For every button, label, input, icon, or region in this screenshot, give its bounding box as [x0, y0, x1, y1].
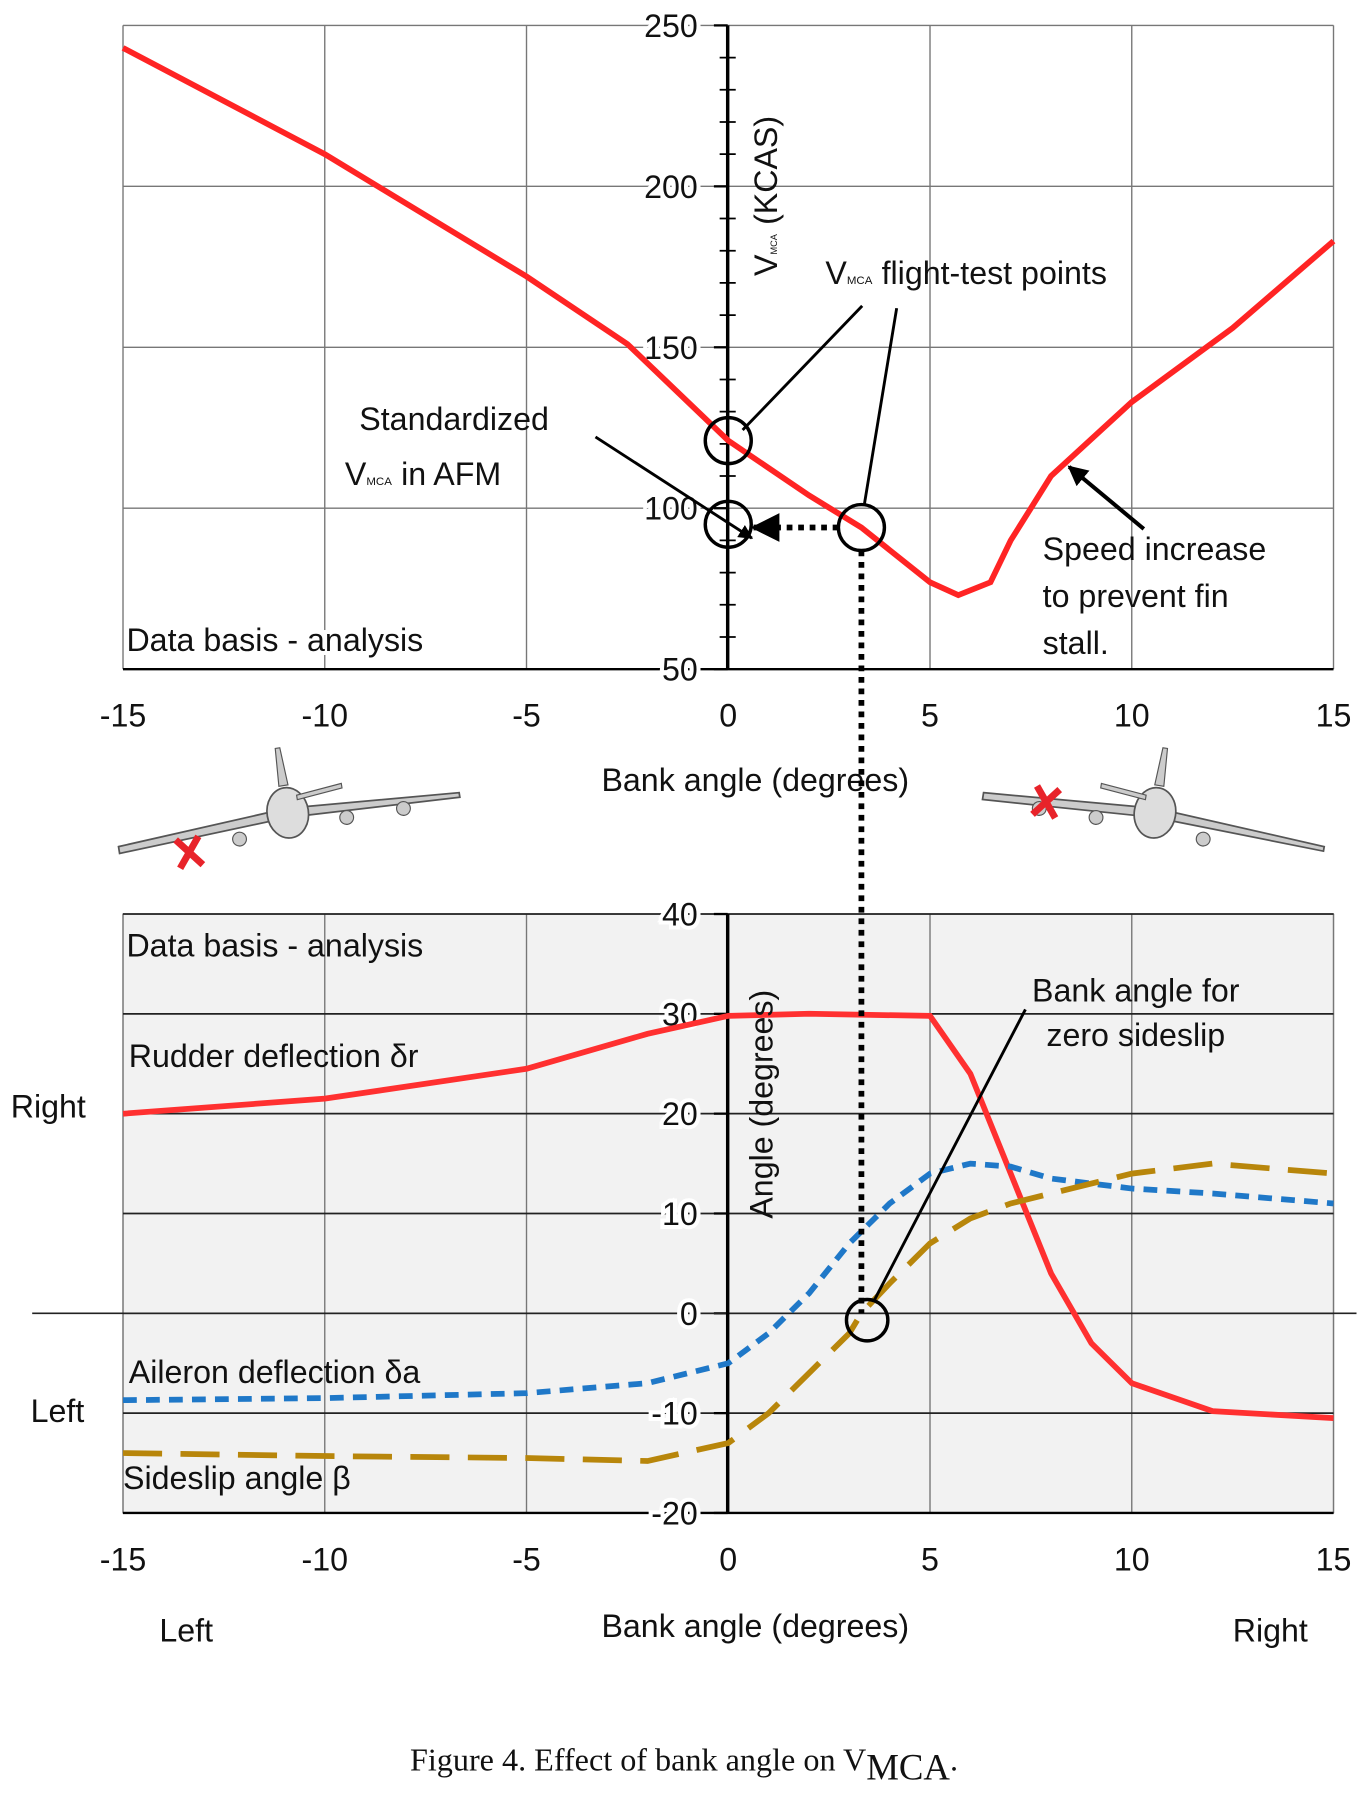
y-tick-label: 250	[644, 8, 698, 44]
y-axis-label: VMCA (KCAS)	[748, 116, 784, 276]
fin-stall-note: to prevent fin	[1043, 578, 1229, 614]
series-label: Rudder deflection δr	[129, 1038, 419, 1074]
zero-sideslip-label: Bank angle for	[1032, 972, 1240, 1008]
y-tick-label: 20	[662, 1096, 698, 1132]
y-tick-label: -10	[651, 1396, 698, 1432]
series-line	[122, 1160, 1334, 1404]
x-tick-label: -15	[100, 1541, 146, 1577]
y-axis-label-part: MCA	[769, 233, 779, 254]
y-axis-label: Angle (degrees)	[744, 990, 780, 1219]
fin-stall-note: stall.	[1043, 625, 1109, 661]
side-label: Right	[11, 1088, 86, 1124]
test-point	[703, 415, 753, 466]
test-points-label-part: V	[825, 255, 847, 291]
y-tick-label: 200	[644, 169, 698, 205]
plane-left	[117, 747, 461, 870]
x-tick-label: -5	[512, 1541, 541, 1577]
standardized-label: Standardized	[359, 401, 549, 437]
x-tick-label: 0	[719, 698, 737, 734]
x-tick-label: -15	[100, 698, 146, 734]
series-label: Aileron deflection δa	[129, 1354, 421, 1390]
standardized-label-part: MCA	[366, 476, 392, 488]
zero-sideslip-point	[844, 1297, 890, 1343]
leader	[872, 1008, 1027, 1303]
side-label: Left	[31, 1393, 85, 1429]
x-tick-label: -5	[512, 698, 541, 734]
x-tick-label: -10	[302, 1541, 349, 1577]
x-tick-label: 15	[1316, 698, 1352, 734]
series-label: Sideslip angle β	[123, 1460, 351, 1496]
test-points-label: VMCA flight-test points	[825, 255, 1107, 291]
y-tick-label: -20	[651, 1495, 698, 1531]
x-tick-label: 10	[1114, 698, 1150, 734]
x-tick-label: 15	[1316, 1541, 1352, 1577]
caption-part: MCA	[866, 1747, 950, 1788]
y-tick-label: 0	[680, 1296, 698, 1332]
x-tick-label: 5	[921, 1541, 939, 1577]
y-tick-label: 50	[662, 652, 698, 688]
series-line	[122, 1160, 1334, 1464]
note: Data basis - analysis	[126, 622, 423, 658]
y-tick-label: 100	[644, 491, 698, 527]
series-line	[121, 45, 1336, 599]
series-line	[122, 1010, 1334, 1421]
leader	[863, 307, 899, 504]
y-tick-label: 10	[662, 1196, 698, 1232]
note: Data basis - analysis	[126, 928, 423, 964]
standardized-label: VMCA in AFM	[345, 456, 501, 492]
leader	[594, 435, 754, 540]
caption: Figure 4. Effect of bank angle on VMCA.	[410, 1741, 958, 1787]
x-end-label: Left	[159, 1613, 213, 1649]
x-axis-label: Bank angle (degrees)	[601, 762, 909, 798]
y-tick-label: 150	[644, 330, 698, 366]
fin-stall-note: Speed increase	[1043, 531, 1267, 567]
x-tick-label: -10	[302, 698, 349, 734]
caption-part: .	[950, 1741, 958, 1777]
standardized-label-part: V	[345, 456, 367, 492]
x-tick-label: 0	[719, 1541, 737, 1577]
y-axis-label-part: (KCAS)	[748, 116, 784, 225]
x-end-label: Right	[1233, 1613, 1308, 1649]
zero-sideslip-label: zero sideslip	[1046, 1017, 1225, 1053]
leader	[1067, 465, 1146, 531]
caption-part: Figure 4. Effect of bank angle on V	[410, 1741, 866, 1777]
test-points-label-part: flight-test points	[882, 255, 1107, 291]
standardized-label-part: in AFM	[401, 456, 501, 492]
plane-right	[981, 747, 1326, 853]
leader	[741, 304, 864, 432]
x-tick-label: 10	[1114, 1541, 1150, 1577]
x-axis-label: Bank angle (degrees)	[601, 1608, 909, 1644]
y-axis-label-part: V	[748, 254, 784, 276]
test-points-label-part: MCA	[847, 275, 873, 287]
y-tick-label: 40	[662, 897, 698, 933]
x-tick-label: 5	[921, 698, 939, 734]
